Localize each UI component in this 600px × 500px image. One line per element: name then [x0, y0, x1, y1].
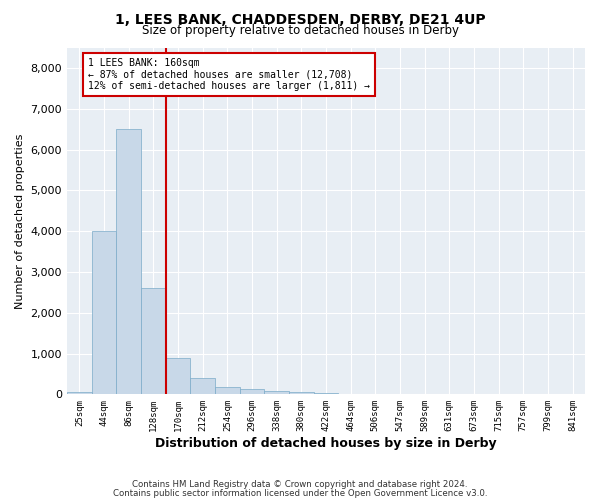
- Text: Size of property relative to detached houses in Derby: Size of property relative to detached ho…: [142, 24, 458, 37]
- Text: Contains public sector information licensed under the Open Government Licence v3: Contains public sector information licen…: [113, 489, 487, 498]
- Text: 1 LEES BANK: 160sqm
← 87% of detached houses are smaller (12,708)
12% of semi-de: 1 LEES BANK: 160sqm ← 87% of detached ho…: [88, 58, 370, 91]
- Bar: [166, 358, 190, 395]
- Bar: [67, 392, 92, 394]
- Bar: [314, 393, 338, 394]
- Bar: [141, 288, 166, 395]
- Y-axis label: Number of detached properties: Number of detached properties: [15, 133, 25, 308]
- Bar: [265, 391, 289, 394]
- Bar: [239, 390, 265, 394]
- Text: Contains HM Land Registry data © Crown copyright and database right 2024.: Contains HM Land Registry data © Crown c…: [132, 480, 468, 489]
- Bar: [289, 392, 314, 394]
- Bar: [190, 378, 215, 394]
- X-axis label: Distribution of detached houses by size in Derby: Distribution of detached houses by size …: [155, 437, 497, 450]
- Bar: [215, 388, 239, 394]
- Text: 1, LEES BANK, CHADDESDEN, DERBY, DE21 4UP: 1, LEES BANK, CHADDESDEN, DERBY, DE21 4U…: [115, 12, 485, 26]
- Bar: [92, 231, 116, 394]
- Bar: [116, 129, 141, 394]
